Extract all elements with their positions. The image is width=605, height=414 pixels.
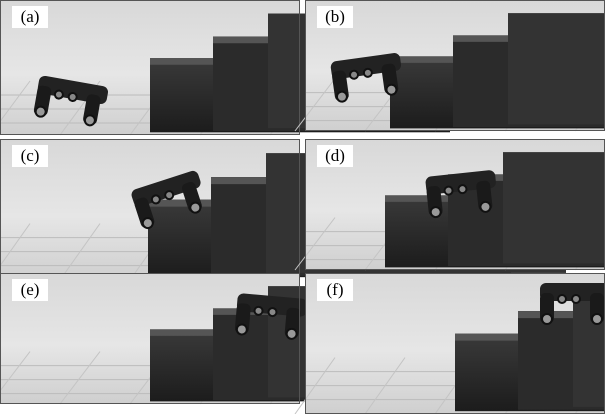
robot-wheel [349,70,358,79]
stair-top [455,334,518,341]
robot-wheel [35,106,47,118]
robot-wheel [336,91,347,102]
robot-wheel [286,328,297,339]
stair-top [150,329,213,336]
panel-label: (c) [21,146,40,165]
stair-top [213,36,268,43]
robot-wheel [558,295,566,303]
robot-wheel [458,185,467,194]
robot-wheel [363,68,372,77]
stair-top [453,35,508,42]
stair-top [211,177,266,184]
panel-label: (d) [325,146,345,165]
photo-panel: (d) [295,139,605,270]
robot-wheel [68,92,77,101]
photo-panel: (f) [295,273,605,414]
robot-wheel [236,324,247,335]
stair-top [150,58,213,65]
robot-wheel [54,90,63,99]
panel-label: (a) [21,7,40,26]
robot-wheel [444,186,453,195]
robot-wheel [430,207,441,218]
robot-wheel [254,307,263,316]
robot-wheel [268,308,277,317]
stair-step [503,152,605,263]
panel-label: (e) [21,280,40,299]
robot-wheel [572,295,580,303]
robot-wheel [151,194,161,204]
robot-wheel [542,314,552,324]
figure: (a) (b) (c) (d) (e) (f) [0,0,605,414]
robot-wheel [386,84,397,95]
robot-wheel [84,115,96,127]
robot-wheel [592,314,602,324]
robot-wheel [164,190,174,200]
stair-step [508,13,605,124]
robot-wheel [480,201,491,212]
photo-panel: (b) [295,0,605,131]
panel-label: (f) [327,280,344,299]
panel-label: (b) [325,7,345,26]
